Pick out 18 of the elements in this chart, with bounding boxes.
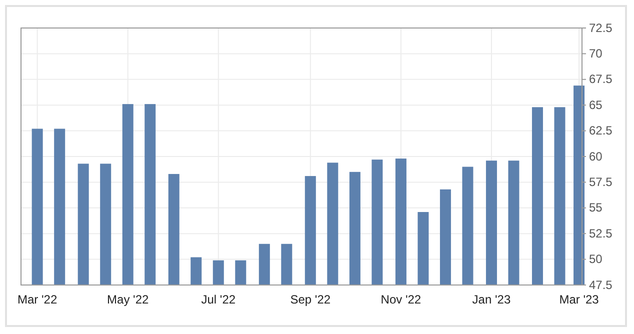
y-tick-label: 70: [589, 46, 603, 61]
y-tick-label: 62.5: [589, 124, 613, 138]
y-tick-label: 65: [589, 98, 603, 112]
x-tick-label: Mar '23: [559, 292, 600, 307]
y-tick-label: 57.5: [589, 175, 613, 190]
y-tick-label: 52.5: [589, 226, 613, 240]
x-tick-label: Mar '22: [18, 292, 58, 307]
y-tick-label: 50: [589, 252, 603, 266]
y-tick-label: 47.5: [589, 278, 613, 292]
x-tick-label: Jul '22: [201, 292, 236, 307]
y-tick-label: 72.5: [589, 20, 613, 35]
x-tick-label: May '22: [107, 292, 149, 307]
y-tick-label: 67.5: [589, 72, 613, 86]
x-tick-label: Nov '22: [380, 292, 422, 307]
y-tick-label: 55: [589, 200, 603, 215]
x-tick-label: Sep '22: [290, 292, 331, 307]
y-tick-label: 60: [589, 149, 603, 164]
x-tick-label: Jan '23: [472, 292, 511, 307]
